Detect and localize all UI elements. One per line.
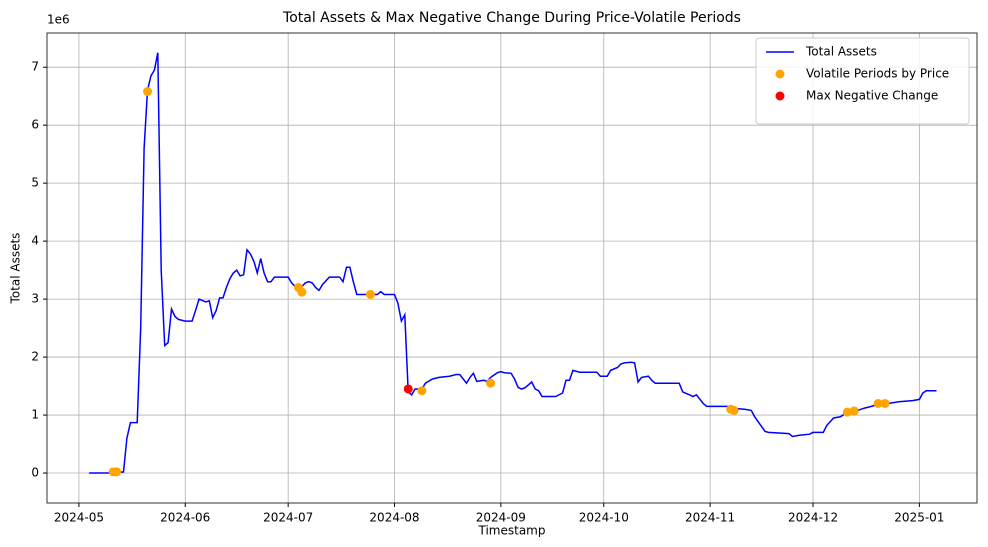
x-tick-label: 2024-07 bbox=[263, 511, 313, 525]
legend: Total Assets Volatile Periods by Price Max… bbox=[755, 37, 970, 125]
x-tick-label: 2024-11 bbox=[685, 511, 735, 525]
y-tick-label: 0 bbox=[31, 466, 39, 480]
x-tick-label: 2024-08 bbox=[369, 511, 419, 525]
x-tick-label: 2024-05 bbox=[54, 511, 104, 525]
point bbox=[403, 384, 413, 394]
y-tick-label: 2 bbox=[31, 350, 39, 364]
y-tick-label: 5 bbox=[31, 176, 39, 190]
y-axis-label: Total Assets bbox=[9, 233, 23, 305]
point bbox=[873, 398, 883, 408]
point bbox=[143, 87, 153, 97]
y-offset-label: 1e6 bbox=[47, 13, 70, 27]
chart-title: Total Assets & Max Negative Change Durin… bbox=[282, 10, 741, 26]
legend-swatch bbox=[775, 69, 785, 79]
y-tick-label: 6 bbox=[31, 118, 39, 132]
legend-label: Max Negative Change bbox=[806, 89, 938, 103]
legend-label: Volatile Periods by Price bbox=[806, 67, 949, 81]
plot-frame bbox=[46, 32, 978, 504]
line bbox=[89, 52, 937, 474]
point bbox=[880, 398, 890, 408]
point bbox=[365, 289, 375, 299]
point bbox=[417, 386, 427, 396]
y-tick-label: 3 bbox=[31, 292, 39, 306]
point bbox=[486, 378, 496, 388]
y-tick-label: 1 bbox=[31, 408, 39, 422]
x-tick-label: 2024-10 bbox=[579, 511, 629, 525]
x-tick-label: 2024-12 bbox=[788, 511, 838, 525]
point bbox=[729, 405, 739, 415]
point bbox=[842, 407, 852, 417]
legend-label: Total Assets bbox=[805, 45, 877, 59]
y-tick-label: 7 bbox=[31, 60, 39, 74]
x-axis-label: Timestamp bbox=[478, 524, 546, 538]
point bbox=[849, 406, 859, 416]
point bbox=[297, 287, 307, 297]
legend-box bbox=[755, 37, 970, 125]
x-tick-label: 2024-09 bbox=[476, 511, 526, 525]
legend-swatch bbox=[775, 91, 785, 101]
y-tick-label: 4 bbox=[31, 234, 39, 248]
point bbox=[112, 467, 122, 477]
x-tick-label: 2025-01 bbox=[894, 511, 944, 525]
x-tick-label: 2024-06 bbox=[160, 511, 210, 525]
